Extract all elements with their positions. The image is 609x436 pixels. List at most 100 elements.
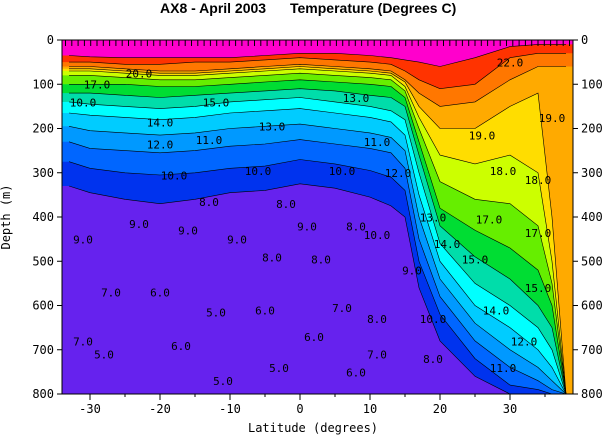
contour-labels: 20.017.015.014.0 13.013.012.0 11.0 11.010.0… <box>70 57 566 389</box>
contour-label: 17.0 <box>84 79 111 92</box>
y-axis-left: 0 100 200 300 400 500 600 700 800 <box>32 33 62 401</box>
contour-label: 15.0 <box>462 253 489 266</box>
y-tick-label-right: 500 <box>581 254 603 268</box>
isotherm-13c <box>68 108 567 394</box>
isotherm-24c <box>68 44 566 67</box>
contour-label: 8.0 <box>199 196 219 209</box>
contour-label: 6.0 <box>346 366 366 379</box>
contour-label: 7.0 <box>73 335 93 348</box>
contour-label: 10.0 <box>364 229 391 242</box>
y-tick-label-right: 300 <box>581 166 603 180</box>
contour-label: 6.0 <box>255 304 275 317</box>
contour-label: 10.0 <box>420 313 447 326</box>
contour-label: 8.0 <box>367 313 387 326</box>
isotherm-14c <box>68 97 567 394</box>
contour-label: 8.0 <box>346 220 366 233</box>
contour-label: 15.0 <box>203 96 230 109</box>
temperature-bands <box>62 40 573 394</box>
y-tick-label: 100 <box>32 77 54 91</box>
isotherm-lines <box>68 44 567 394</box>
contour-label: 9.0 <box>178 225 198 238</box>
isotherm-10c <box>68 159 566 394</box>
contour-label: 5.0 <box>269 362 289 375</box>
x-axis-label: Latitude (degrees) <box>248 421 378 435</box>
contour-label: 10.0 <box>161 169 188 182</box>
isotherm-20c <box>69 63 566 107</box>
contour-label: 6.0 <box>150 287 170 300</box>
x-tick-label: 0 <box>296 402 303 416</box>
contour-label: 10.0 <box>245 165 272 178</box>
chart-title-right: Temperature (Degrees C) <box>290 0 456 16</box>
isotherm-22c <box>69 53 566 90</box>
contour-label: 18.0 <box>490 165 517 178</box>
contour-label: 12.0 <box>511 335 538 348</box>
x-tick-label: -30 <box>79 402 101 416</box>
contour-label: 10.0 <box>70 96 97 109</box>
isotherm-11c <box>68 139 567 394</box>
y-tick-label-right: 200 <box>581 122 603 136</box>
contour-label: 19.0 <box>539 112 566 125</box>
contour-label: 7.0 <box>367 349 387 362</box>
y-axis-right: 0 100 200 300 400 500 600 700 800 <box>573 33 603 401</box>
y-tick-label: 200 <box>32 122 54 136</box>
contour-label: 5.0 <box>206 307 226 320</box>
y-tick-label-right: 700 <box>581 343 603 357</box>
contour-label: 13.0 <box>420 211 447 224</box>
contour-label: 14.0 <box>483 304 510 317</box>
y-tick-label-right: 600 <box>581 299 603 313</box>
plot-area: 20.017.015.014.0 13.013.012.0 11.0 11.010.0… <box>62 40 573 394</box>
isotherm-16c <box>69 79 567 394</box>
contour-label: 11.0 <box>364 136 391 149</box>
contour-label: 9.0 <box>402 265 422 278</box>
contour-label: 9.0 <box>297 220 317 233</box>
y-tick-label: 400 <box>32 210 54 224</box>
contour-label: 17.0 <box>476 214 503 227</box>
contour-label: 11.0 <box>196 134 223 147</box>
y-tick-label-right: 800 <box>581 387 603 401</box>
contour-label: 8.0 <box>311 253 331 266</box>
isotherm-19c <box>69 66 567 394</box>
contour-label: 8.0 <box>423 353 443 366</box>
isotherm-18c <box>69 68 567 394</box>
contour-label: 18.0 <box>525 174 552 187</box>
contour-label: 10.0 <box>329 165 356 178</box>
y-axis-label: Depth (m) <box>0 184 13 249</box>
y-tick-label-right: 0 <box>581 33 588 47</box>
y-tick-label: 700 <box>32 343 54 357</box>
contour-label: 6.0 <box>304 331 324 344</box>
contour-label: 17.0 <box>525 227 552 240</box>
contour-label: 13.0 <box>343 92 370 105</box>
contour-label: 7.0 <box>101 287 121 300</box>
contour-label: 5.0 <box>213 375 233 388</box>
contour-label: 22.0 <box>497 57 524 70</box>
contour-label: 12.0 <box>147 138 174 151</box>
isotherm-15c <box>69 88 567 394</box>
contour-label: 19.0 <box>469 130 496 143</box>
contour-label: 9.0 <box>227 234 247 247</box>
contour-label: 9.0 <box>129 218 149 231</box>
contour-label: 14.0 <box>434 238 461 251</box>
y-tick-label: 800 <box>32 387 54 401</box>
x-tick-label: -20 <box>149 402 171 416</box>
x-tick-label: 20 <box>433 402 447 416</box>
y-tick-label: 300 <box>32 166 54 180</box>
contour-label: 20.0 <box>126 68 153 81</box>
contour-label: 6.0 <box>171 340 191 353</box>
contour-label: 8.0 <box>262 251 282 264</box>
contour-label: 13.0 <box>259 121 286 134</box>
y-tick-label: 500 <box>32 254 54 268</box>
x-tick-label: -10 <box>219 402 241 416</box>
y-tick-label-right: 400 <box>581 210 603 224</box>
band-below-9c <box>62 183 573 394</box>
contour-label: 14.0 <box>147 116 174 129</box>
contour-label: 11.0 <box>490 362 517 375</box>
x-axis: -30 -20 -10 0 10 20 30 <box>79 394 546 416</box>
y-tick-label: 600 <box>32 299 54 313</box>
chart-title-left: AX8 - April 2003 <box>160 0 266 16</box>
contour-label: 9.0 <box>73 234 93 247</box>
x-tick-label: 10 <box>363 402 377 416</box>
contour-label: 5.0 <box>94 349 114 362</box>
y-tick-label-right: 100 <box>581 77 603 91</box>
y-tick-label: 0 <box>47 33 54 47</box>
